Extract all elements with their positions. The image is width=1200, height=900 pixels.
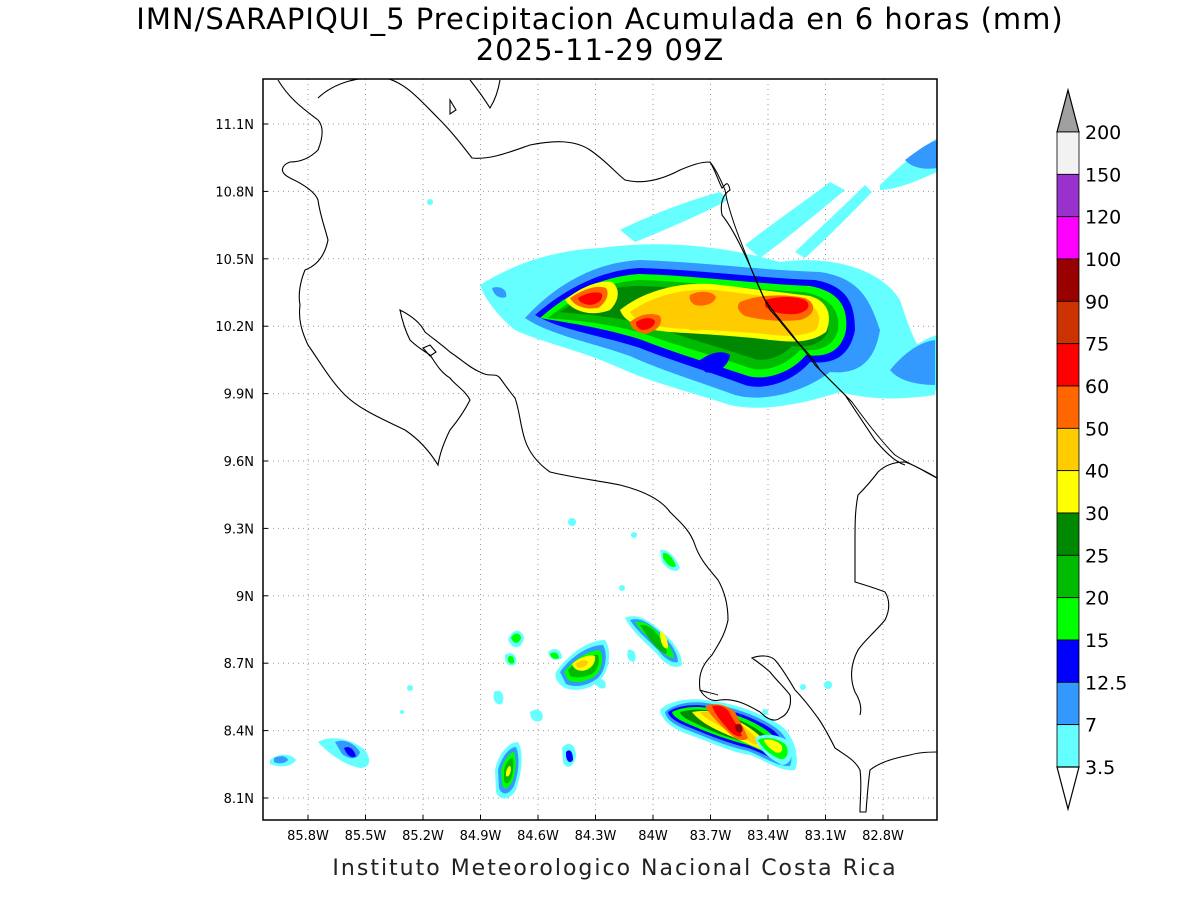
colorbar-level-label: 12.5 — [1085, 672, 1127, 694]
colorbar-level-label: 15 — [1085, 630, 1109, 652]
lon-tick-label: 85.2W — [402, 829, 444, 844]
lat-tick-label: 9.6N — [224, 455, 254, 470]
colorbar-level-label: 30 — [1085, 503, 1109, 525]
colorbar-top-triangle — [1056, 87, 1080, 133]
colorbar-level-label: 3.5 — [1085, 757, 1115, 779]
credit-footer: Instituto Meteorologico Nacional Costa R… — [332, 856, 898, 881]
precip-cells-south — [493, 518, 832, 799]
lat-tick-label: 8.4N — [224, 725, 254, 740]
lat-tick-label: 9.9N — [224, 388, 254, 403]
map-title: IMN/SARAPIQUI_5 Precipitacion Acumulada … — [136, 2, 1064, 36]
precipitation-fields — [270, 79, 937, 813]
precip-cells-west — [270, 199, 515, 768]
colorbar-level-label: 200 — [1085, 122, 1121, 144]
latitude-axis: 11.1N 10.8N 10.5N 10.2N 9.9N 9.6N 9.3N 9N 8.7N 8.… — [215, 118, 268, 807]
colorbar-level-label: 20 — [1085, 588, 1109, 610]
colorbar-level-label: 60 — [1085, 376, 1109, 398]
lat-tick-label: 9N — [236, 590, 254, 605]
lon-tick-label: 85.5W — [345, 829, 387, 844]
colorbar-swatch — [1056, 597, 1080, 641]
lon-tick-label: 82.8W — [862, 829, 904, 844]
lat-tick-label: 10.8N — [215, 185, 254, 200]
lat-tick-label: 8.7N — [224, 657, 254, 672]
colorbar-swatch — [1056, 639, 1080, 683]
map-valid-time: 2025-11-29 09Z — [475, 33, 725, 67]
colorbar-swatch — [1056, 258, 1080, 302]
colorbar-level-label: 150 — [1085, 164, 1121, 186]
colorbar-swatch — [1056, 681, 1080, 726]
lon-tick-label: 83.4W — [747, 829, 789, 844]
lon-tick-label: 84.9W — [460, 829, 502, 844]
colorbar-bottom-triangle — [1056, 766, 1080, 812]
colorbar: 200 150 120 100 90 75 60 50 40 30 25 20 15 12.5 7 3.5 — [1056, 87, 1127, 812]
lon-tick-label: 84.3W — [575, 829, 617, 844]
colorbar-swatch — [1056, 554, 1080, 599]
colorbar-swatch — [1056, 216, 1080, 260]
colorbar-swatch — [1056, 173, 1080, 218]
colorbar-swatch — [1056, 385, 1080, 429]
colorbar-level-label: 7 — [1085, 715, 1097, 737]
colorbar-level-label: 25 — [1085, 545, 1109, 567]
colorbar-level-label: 90 — [1085, 291, 1109, 313]
precip-band-north — [480, 138, 937, 408]
lat-tick-label: 10.5N — [215, 253, 254, 268]
lat-tick-label: 9.3N — [224, 522, 254, 537]
lon-tick-label: 83.7W — [690, 829, 732, 844]
lon-tick-label: 83.1W — [805, 829, 847, 844]
colorbar-swatch — [1056, 427, 1080, 472]
map-frame — [262, 78, 938, 821]
colorbar-level-label: 120 — [1085, 207, 1121, 229]
coastlines — [277, 79, 937, 813]
lon-tick-label: 84W — [638, 829, 668, 844]
colorbar-swatch — [1056, 343, 1080, 387]
colorbar-level-label: 50 — [1085, 418, 1109, 440]
lat-tick-label: 10.2N — [215, 320, 254, 335]
colorbar-swatch — [1056, 512, 1080, 556]
colorbar-level-label: 100 — [1085, 249, 1121, 271]
colorbar-swatch — [1056, 131, 1080, 175]
border-line — [699, 161, 937, 696]
lat-tick-label: 11.1N — [215, 118, 254, 133]
colorbar-swatch — [1056, 470, 1080, 514]
colorbar-swatch — [1056, 300, 1080, 345]
longitude-axis: 85.8W 85.5W 85.2W 84.9W 84.6W 84.3W 84W 83.7W 83… — [287, 815, 904, 844]
lat-tick-label: 8.1N — [224, 792, 254, 807]
colorbar-level-label: 40 — [1085, 461, 1109, 483]
colorbar-level-label: 75 — [1085, 334, 1109, 356]
lon-tick-label: 84.6W — [517, 829, 559, 844]
lon-tick-label: 85.8W — [287, 829, 329, 844]
colorbar-swatch — [1056, 724, 1080, 768]
